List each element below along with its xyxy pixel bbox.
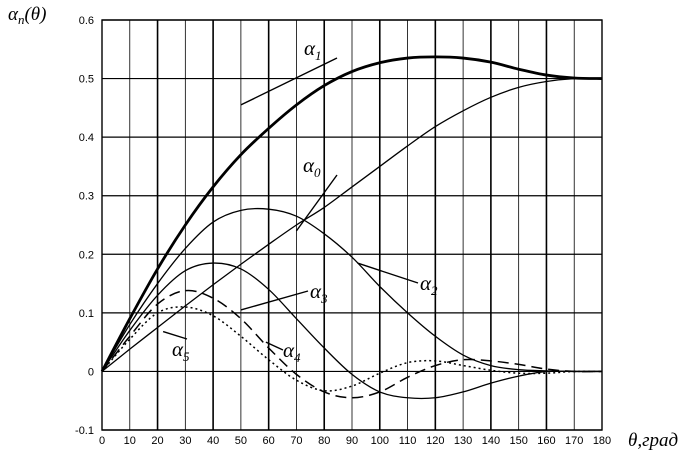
leader-line: [240, 57, 338, 106]
x-tick-label: 120: [426, 435, 444, 447]
x-axis-title: θ,град: [628, 430, 678, 451]
x-tick-label: 70: [290, 435, 302, 447]
x-tick-label: 30: [179, 435, 191, 447]
series-line-α4: [101, 289, 603, 399]
y-tick-label: -0.1: [75, 425, 94, 437]
series-line-α2: [101, 207, 603, 373]
x-tick-label: 80: [318, 435, 330, 447]
series-line-α3: [101, 262, 602, 400]
series-label-α2: α2: [420, 271, 438, 298]
y-tick-label: 0.4: [79, 132, 94, 144]
x-tick-label: 60: [263, 435, 275, 447]
x-tick-label: 10: [124, 435, 136, 447]
curves: [100, 55, 603, 400]
x-tick-label: 0: [99, 435, 105, 447]
x-tick-label: 50: [235, 435, 247, 447]
leader-line: [265, 341, 284, 351]
x-tick-label: 170: [565, 435, 583, 447]
series-line-α0: [101, 77, 603, 372]
curve-labels: α1 α0 α2 α3 α4 α5: [162, 36, 438, 365]
y-tick-label: 0.3: [79, 191, 94, 203]
x-tick-label: 90: [346, 435, 358, 447]
leader-line: [240, 290, 309, 311]
series-label-α0: α0: [303, 153, 321, 180]
series-label-α3: α3: [310, 279, 328, 306]
leader-line: [357, 262, 419, 284]
x-tick-label: 160: [537, 435, 555, 447]
leader-line: [162, 330, 188, 340]
x-tick-label: 20: [151, 435, 163, 447]
x-tick-label: 110: [399, 435, 417, 447]
x-tick-label: 100: [371, 435, 389, 447]
series-line-α5: [101, 306, 603, 392]
tick-labels: 0 10 20 30 40 50 60 70 80 90 100 110 120 130 140 150 160…: [75, 15, 611, 447]
y-tick-label: 0.2: [79, 249, 94, 261]
y-axis-title: αn(θ): [8, 4, 46, 27]
x-tick-label: 150: [509, 435, 527, 447]
series-label-α1: α1: [304, 36, 322, 63]
x-tick-label: 40: [207, 435, 219, 447]
y-tick-label: 0.5: [79, 74, 94, 86]
series-label-α5: α5: [172, 337, 190, 364]
y-tick-label: 0: [88, 366, 94, 378]
y-tick-label: 0.1: [79, 308, 94, 320]
x-tick-label: 180: [593, 435, 611, 447]
x-tick-label: 130: [454, 435, 472, 447]
series-line-α1: [100, 55, 603, 373]
plot-frame: [101, 19, 603, 431]
x-tick-label: 140: [482, 435, 500, 447]
leader-line: [295, 174, 338, 232]
grid: [101, 19, 603, 431]
y-tick-label: 0.6: [79, 15, 94, 27]
series-label-α4: α4: [283, 338, 301, 365]
